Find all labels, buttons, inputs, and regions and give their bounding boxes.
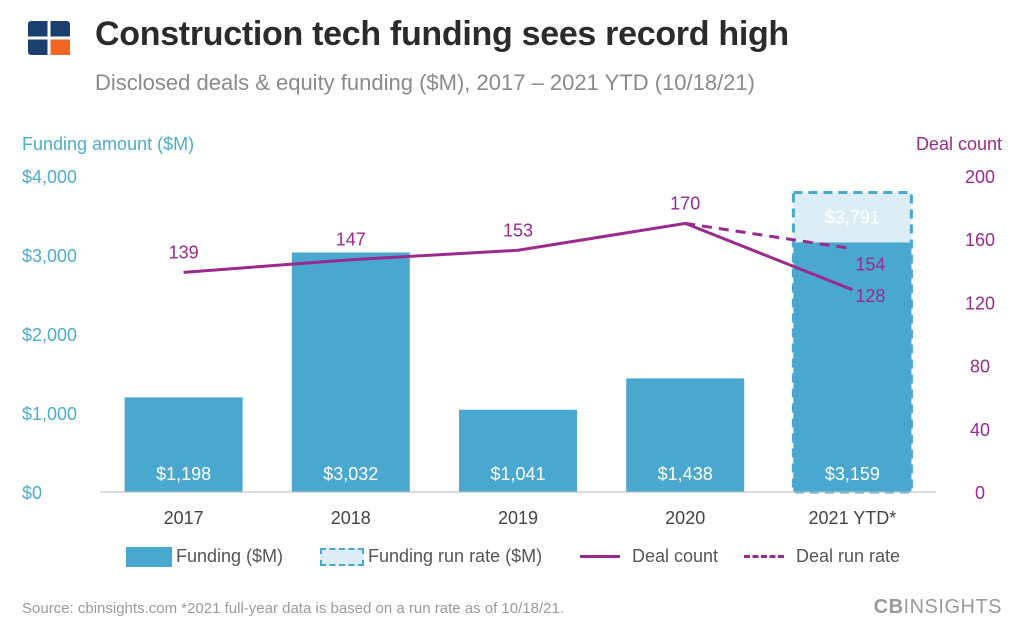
x-axis-tick-label: 2018 bbox=[331, 508, 371, 528]
funding-bar bbox=[291, 252, 410, 492]
deal-run-rate-line bbox=[684, 221, 853, 251]
legend-swatch-deal-count bbox=[580, 555, 620, 558]
chart-legend: Funding ($M) Funding run rate ($M) Deal … bbox=[0, 546, 1024, 578]
funding-bar bbox=[124, 397, 243, 492]
legend-swatch-funding-run-rate bbox=[320, 547, 364, 566]
funding-bar-label: $1,198 bbox=[156, 464, 211, 484]
deal-count-label: 128 bbox=[855, 286, 885, 306]
funding-bar bbox=[626, 378, 745, 492]
cb-insights-logo-icon bbox=[28, 21, 70, 55]
funding-bar bbox=[793, 242, 912, 492]
legend-swatch-deal-run-rate bbox=[744, 555, 784, 558]
legend-item-funding-run-rate: Funding run rate ($M) bbox=[320, 546, 542, 567]
legend-label-funding-run-rate: Funding run rate ($M) bbox=[368, 546, 543, 566]
right-axis-tick-label: 40 bbox=[970, 420, 990, 440]
deal-count-label: 153 bbox=[503, 220, 533, 240]
funding-bar-label: $1,041 bbox=[490, 464, 545, 484]
funding-bar-label: $1,438 bbox=[658, 464, 713, 484]
legend-item-funding: Funding ($M) bbox=[126, 546, 283, 567]
source-note: Source: cbinsights.com *2021 full-year d… bbox=[22, 600, 564, 617]
funding-run-rate-label: $3,791 bbox=[825, 208, 880, 228]
right-axis-tick-label: 160 bbox=[965, 230, 995, 250]
legend-label-deal-run-rate: Deal run rate bbox=[796, 546, 901, 566]
funding-bar-label: $3,159 bbox=[825, 464, 880, 484]
footer-brand-logo: CBINSIGHTS bbox=[874, 596, 1002, 619]
left-axis-tick-label: $2,000 bbox=[22, 325, 77, 345]
right-axis-tick-label: 80 bbox=[970, 357, 990, 377]
deal-count-label: 139 bbox=[169, 242, 199, 262]
right-axis-tick-label: 0 bbox=[975, 483, 985, 503]
x-axis-tick-label: 2021 YTD* bbox=[809, 508, 897, 528]
footer-brand-light: INSIGHTS bbox=[903, 596, 1002, 618]
left-axis-tick-label: $0 bbox=[22, 483, 42, 503]
x-axis-tick-label: 2019 bbox=[498, 508, 538, 528]
legend-label-deal-count: Deal count bbox=[632, 546, 719, 566]
funding-bar bbox=[459, 409, 577, 492]
right-axis-tick-label: 200 bbox=[965, 167, 995, 187]
left-axis-tick-label: $3,000 bbox=[22, 246, 77, 266]
left-axis-title: Funding amount ($M) bbox=[22, 134, 195, 154]
right-axis-tick-label: 120 bbox=[965, 293, 995, 313]
funding-deal-chart: $0 $1,000 $2,000 $3,000 $4,000 0 40 80 120 160 200… bbox=[22, 167, 995, 528]
left-axis-tick-label: $1,000 bbox=[22, 404, 77, 424]
deal-count-label: 170 bbox=[670, 193, 700, 213]
legend-label-funding: Funding ($M) bbox=[176, 546, 284, 566]
chart-subtitle: Disclosed deals & equity funding ($M), 2… bbox=[95, 70, 755, 95]
left-axis-tick-label: $4,000 bbox=[22, 167, 77, 187]
x-axis-tick-label: 2020 bbox=[665, 508, 705, 528]
legend-item-deal-run-rate: Deal run rate bbox=[744, 546, 900, 567]
footer-brand-bold: CB bbox=[873, 596, 904, 618]
deal-count-line bbox=[183, 221, 853, 292]
deal-count-label: 147 bbox=[336, 230, 366, 250]
right-axis-title: Deal count bbox=[915, 134, 1002, 154]
chart-title: Construction tech funding sees record hi… bbox=[95, 15, 789, 53]
legend-swatch-funding bbox=[126, 546, 172, 567]
deal-run-rate-label: 154 bbox=[855, 255, 885, 275]
funding-bar-label: $3,032 bbox=[323, 464, 378, 484]
x-axis-tick-label: 2017 bbox=[164, 508, 204, 528]
legend-item-deal-count: Deal count bbox=[580, 546, 718, 567]
